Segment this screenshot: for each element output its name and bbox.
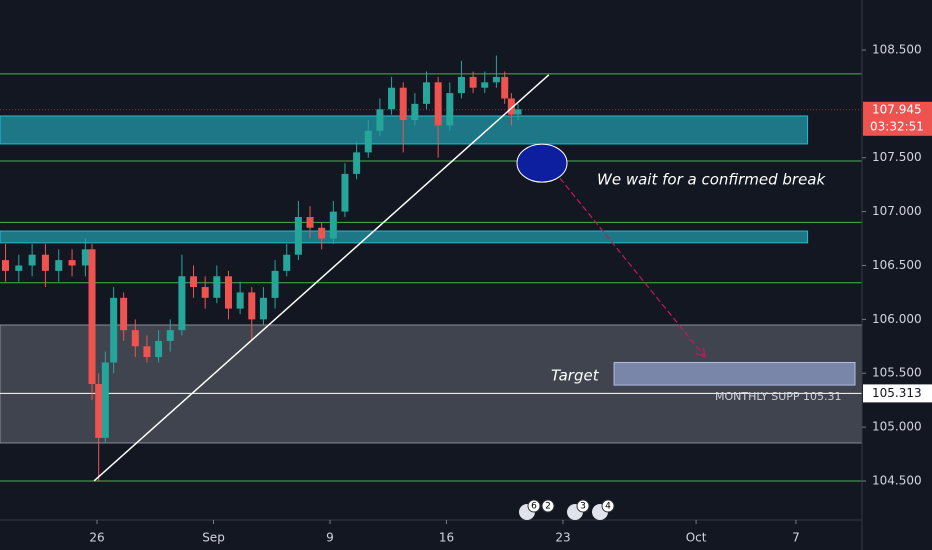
x-tick-label: 23 — [555, 531, 570, 545]
y-tick-label: 106.500 — [872, 258, 922, 272]
x-tick-label: 16 — [439, 531, 454, 545]
support-label: MONTHLY SUPP 105.31 — [715, 390, 842, 403]
projection-arrow — [559, 177, 706, 358]
candle-body — [41, 254, 49, 271]
candle-body — [248, 292, 256, 320]
x-tick-label: Sep — [202, 531, 225, 545]
candle-body — [101, 362, 109, 438]
annotation-note: We wait for a confirmed break — [597, 171, 826, 189]
candle-body — [507, 98, 515, 115]
x-tick-label: Oct — [686, 531, 707, 545]
candle-body — [283, 254, 291, 271]
candle-body — [166, 330, 174, 341]
event-count: 3 — [580, 502, 586, 512]
target-box — [613, 361, 856, 386]
event-badge — [601, 499, 615, 513]
candle-body — [481, 82, 489, 88]
candle-body — [341, 173, 349, 212]
last-price-badge — [863, 101, 932, 136]
event-badge — [576, 499, 590, 513]
candle-body — [469, 76, 477, 88]
candle-body — [388, 87, 396, 110]
candle-body — [457, 76, 465, 94]
candle-body — [120, 297, 128, 331]
trendline — [93, 74, 550, 482]
break-marker — [516, 143, 568, 183]
candle-body — [271, 270, 279, 298]
candle-body — [81, 249, 89, 266]
candle-body — [190, 276, 198, 288]
y-tick-label: 106.000 — [872, 312, 922, 326]
zone — [0, 230, 809, 244]
candle-body — [501, 76, 509, 99]
candle-body — [95, 384, 103, 438]
candle-body — [224, 276, 232, 309]
candle-body — [353, 152, 361, 174]
candle-body — [1, 260, 9, 271]
candle-body — [178, 276, 186, 331]
candle-body — [411, 103, 419, 121]
y-tick-label: 108.500 — [872, 42, 922, 56]
y-tick-label: 104.500 — [872, 473, 922, 487]
candle-body — [55, 260, 63, 271]
candle-body — [364, 130, 372, 153]
y-tick-label: 105.000 — [872, 420, 922, 434]
candle-body — [318, 227, 326, 239]
target-label: Target — [551, 367, 600, 385]
candle-body — [376, 109, 384, 131]
candle-body — [446, 93, 454, 126]
candle-body — [259, 297, 267, 320]
candle-body — [423, 82, 431, 104]
candle-body — [399, 87, 407, 121]
event-count: 2 — [545, 502, 551, 512]
y-tick-label: 107.000 — [872, 204, 922, 218]
support-price-badge — [863, 384, 932, 403]
candle-body — [236, 292, 244, 309]
arrow-head — [695, 347, 706, 359]
candle-body — [201, 287, 209, 298]
plot-area — [0, 55, 863, 482]
x-tick-label: 9 — [326, 531, 334, 545]
x-tick-label: 7 — [792, 531, 800, 545]
candle-body — [213, 276, 221, 298]
candle-body — [306, 217, 314, 228]
countdown-label: 03:32:51 — [870, 119, 924, 133]
event-count: 6 — [531, 502, 537, 512]
candle-body — [294, 217, 302, 255]
candle-body — [68, 260, 76, 266]
event-icons: 6 2 3 4 — [519, 499, 615, 520]
y-tick-label: 107.500 — [872, 150, 922, 164]
candle-body — [15, 265, 23, 271]
y-tick-label: 105.500 — [872, 366, 922, 380]
candle-body — [514, 109, 522, 115]
event-badge — [541, 499, 555, 513]
candle-body — [131, 330, 139, 347]
x-tick-label: 26 — [89, 531, 104, 545]
zone — [0, 115, 809, 145]
event-badge — [527, 499, 541, 513]
candle-body — [88, 249, 96, 385]
candle-body — [110, 297, 118, 363]
candle-body — [28, 254, 36, 266]
candle-body — [434, 82, 442, 126]
candle-body — [143, 346, 151, 358]
support-price-label: 105.313 — [872, 386, 922, 400]
last-price-label: 107.945 — [872, 102, 922, 116]
event-count: 4 — [605, 502, 611, 512]
candle-body — [155, 340, 163, 358]
candle-body — [492, 76, 500, 83]
candle-body — [329, 211, 337, 239]
